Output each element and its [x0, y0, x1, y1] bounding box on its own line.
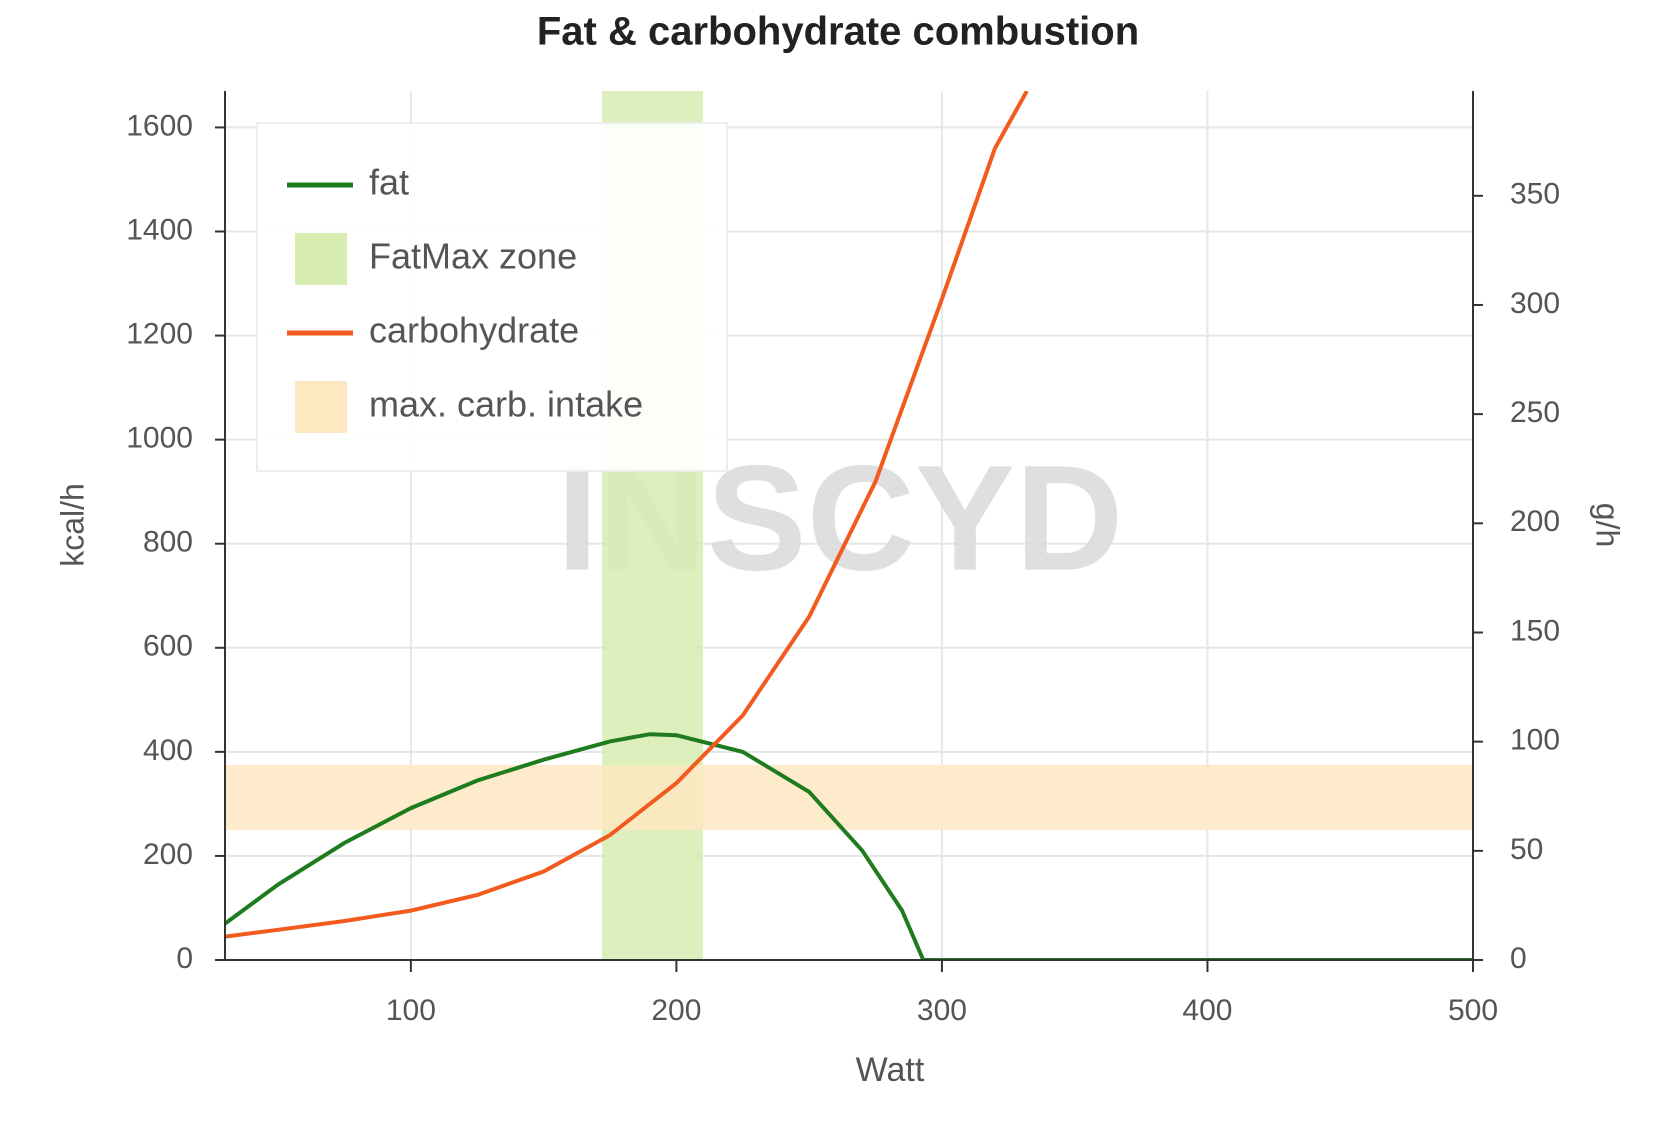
- data-line: [225, 732, 1473, 960]
- y-tick-label: 1000: [126, 422, 193, 455]
- legend-swatch: [295, 381, 347, 433]
- y2-tick-label: 300: [1510, 287, 1560, 320]
- legend-swatch: [295, 233, 347, 285]
- y2-tick-label: 0: [1510, 942, 1527, 975]
- legend-label: carbohydrate: [369, 310, 579, 351]
- y2-tick-label: 250: [1510, 396, 1560, 429]
- chart-title: Fat & carbohydrate combustion: [537, 10, 1139, 54]
- band: [225, 764, 1473, 830]
- y-tick-label: 200: [143, 838, 193, 871]
- y-tick-label: 1600: [126, 109, 193, 142]
- y2-tick-label: 350: [1510, 178, 1560, 211]
- x-tick-label: 400: [1182, 994, 1232, 1027]
- x-tick-label: 200: [651, 994, 701, 1027]
- data-line: [225, 91, 1029, 939]
- y-tick-label: 600: [143, 630, 193, 663]
- x-tick-label: 300: [917, 994, 967, 1027]
- y2-tick-label: 150: [1510, 614, 1560, 647]
- legend-label: FatMax zone: [369, 236, 577, 277]
- y-tick-label: 400: [143, 734, 193, 767]
- y2-tick-label: 200: [1510, 505, 1560, 538]
- x-axis-label: Watt: [856, 1051, 925, 1089]
- y-tick-label: 800: [143, 526, 193, 559]
- y-tick-label: 0: [176, 942, 193, 975]
- y-tick-label: 1400: [126, 213, 193, 246]
- y2-tick-label: 50: [1510, 833, 1543, 866]
- legend-label: fat: [369, 162, 409, 203]
- x-tick-label: 100: [386, 994, 436, 1027]
- legend-label: max. carb. intake: [369, 384, 643, 425]
- y-tick-label: 1200: [126, 317, 193, 350]
- y-axis-label: kcal/h: [54, 483, 90, 567]
- y2-tick-label: 100: [1510, 724, 1560, 757]
- y2-axis-label: g/h: [1590, 503, 1626, 547]
- x-tick-label: 500: [1448, 994, 1498, 1027]
